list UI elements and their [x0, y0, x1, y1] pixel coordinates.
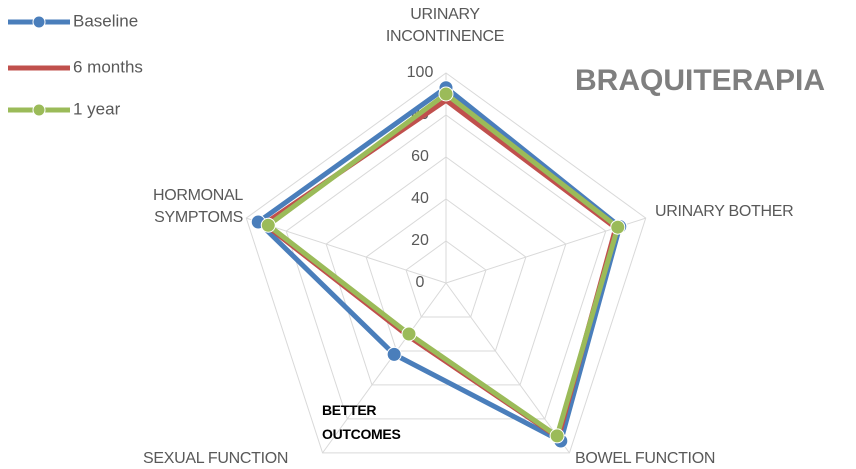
- r-tick-label: 100: [407, 64, 434, 81]
- axis-label: URINARY INCONTINENCE: [385, 6, 505, 45]
- grid-line: [325, 156, 567, 386]
- r-tick-label: 0: [416, 274, 425, 291]
- axis-label: SEXUAL FUNCTION: [143, 450, 289, 467]
- axis-label: BOWEL FUNCTION: [575, 450, 716, 467]
- r-tick-label: 20: [411, 232, 429, 249]
- series-line: [261, 97, 619, 441]
- marker: [438, 86, 454, 102]
- grid-line: [405, 240, 487, 318]
- r-tick-label: 60: [411, 148, 429, 165]
- chart-title: BRAQUITERAPIA: [575, 64, 825, 97]
- grid-line: [365, 198, 527, 352]
- axis-label: HORMONAL SYMPTOMS: [152, 187, 243, 226]
- grid-line: [245, 72, 647, 454]
- marker: [549, 428, 565, 444]
- series-line: [265, 91, 621, 439]
- legend-marker: [32, 15, 46, 29]
- r-tick-label: 40: [411, 190, 429, 207]
- legend-label: 1 year: [73, 99, 121, 118]
- annotation: BETTER OUTCOMES: [322, 402, 401, 442]
- legend-label: Baseline: [73, 11, 138, 30]
- legend-label: 6 months: [73, 57, 143, 76]
- spoke: [322, 282, 447, 454]
- marker: [260, 217, 276, 233]
- spoke: [246, 217, 447, 284]
- marker: [386, 346, 402, 362]
- marker: [610, 219, 626, 235]
- legend-marker: [32, 103, 46, 117]
- marker: [401, 326, 417, 342]
- spoke: [445, 282, 570, 454]
- axis-label: URINARY BOTHER: [655, 203, 794, 220]
- grid-line: [285, 114, 607, 420]
